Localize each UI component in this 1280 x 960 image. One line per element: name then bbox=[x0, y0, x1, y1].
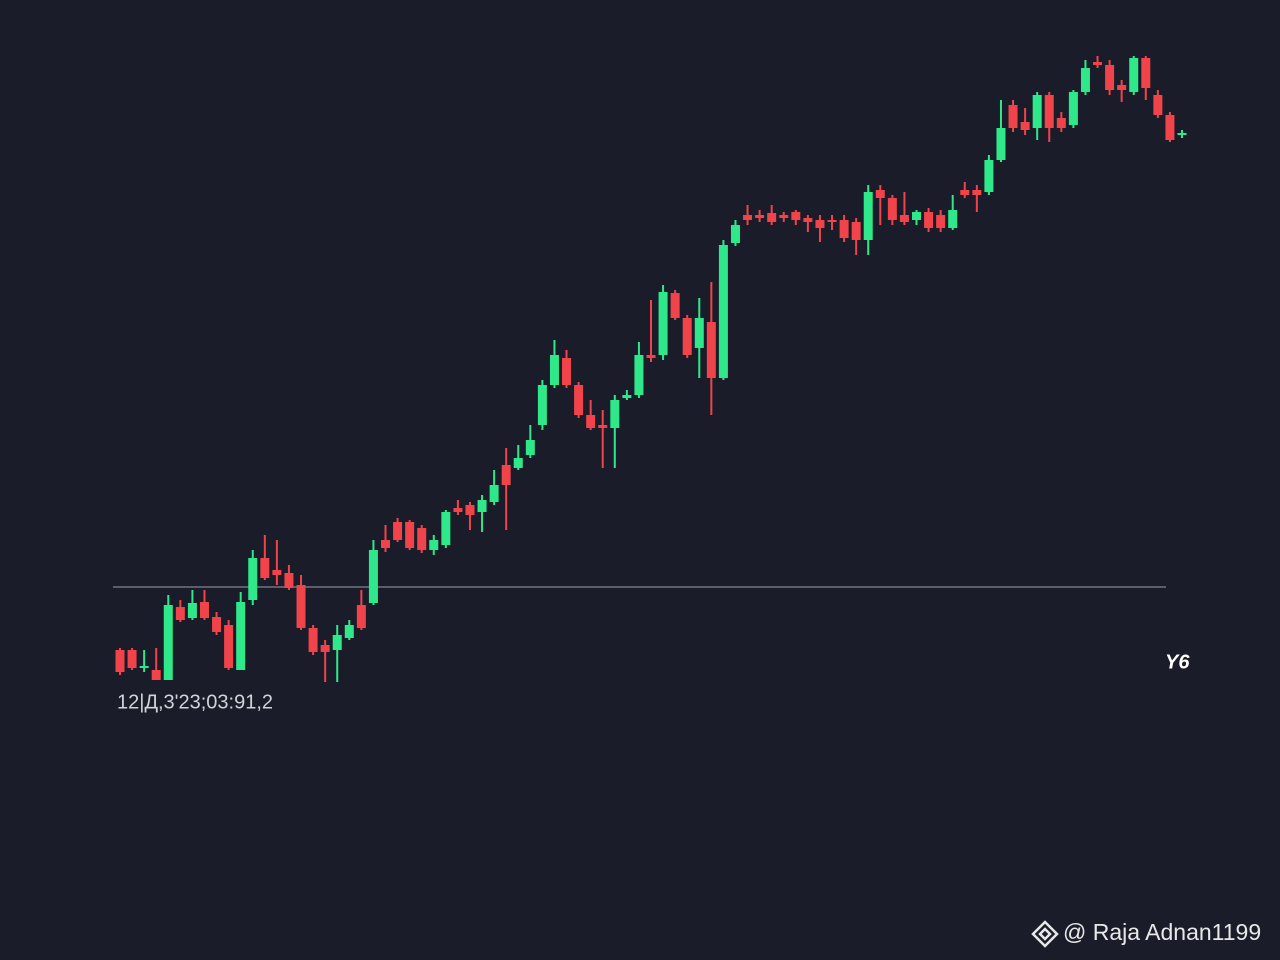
candle-body bbox=[1020, 122, 1030, 130]
candle-body bbox=[1008, 105, 1018, 128]
candle-body bbox=[779, 215, 789, 218]
candle-body bbox=[960, 190, 970, 195]
candle-body bbox=[1056, 118, 1066, 128]
candle-body bbox=[658, 292, 668, 355]
candle-body bbox=[381, 540, 390, 548]
candle-body bbox=[127, 650, 137, 668]
candle-body bbox=[368, 550, 378, 603]
candle-body bbox=[224, 625, 234, 668]
candle-body bbox=[887, 198, 897, 220]
candle-body bbox=[586, 415, 596, 428]
candle-body bbox=[1080, 68, 1090, 92]
candle-body bbox=[151, 670, 161, 680]
candle-body bbox=[1068, 92, 1078, 125]
candle-body bbox=[260, 558, 270, 578]
candle-body bbox=[1141, 58, 1151, 88]
candle-body bbox=[477, 500, 487, 512]
candle-body bbox=[562, 358, 572, 385]
candle-body bbox=[405, 522, 415, 548]
candle-body bbox=[296, 585, 306, 628]
candle-body bbox=[610, 400, 620, 428]
candle-body bbox=[682, 318, 692, 355]
candle-body bbox=[1093, 62, 1103, 65]
candle-body bbox=[622, 395, 632, 398]
candle-body bbox=[827, 220, 837, 222]
candle-body bbox=[163, 605, 173, 680]
candle-body bbox=[839, 220, 849, 238]
candle-body bbox=[1044, 95, 1054, 128]
candle-body bbox=[501, 465, 511, 485]
candle-body bbox=[948, 210, 958, 228]
candle-body bbox=[199, 602, 209, 618]
candle-body bbox=[743, 215, 753, 220]
candle-body bbox=[453, 508, 463, 512]
candle-body bbox=[767, 213, 777, 222]
candle-body bbox=[730, 225, 740, 243]
candle-body bbox=[574, 385, 584, 415]
candle-body bbox=[236, 602, 246, 670]
candle-body bbox=[755, 215, 765, 218]
watermark-icon bbox=[1031, 920, 1059, 948]
candle-body bbox=[417, 528, 427, 550]
candle-body bbox=[1153, 95, 1163, 115]
candle-body bbox=[670, 293, 680, 318]
candle-body bbox=[537, 385, 547, 425]
candle-body bbox=[115, 650, 125, 672]
candle-body bbox=[936, 215, 946, 228]
candle-body bbox=[393, 522, 403, 540]
candle-body bbox=[344, 625, 354, 638]
candle-body bbox=[972, 190, 982, 195]
candle-body bbox=[912, 212, 921, 220]
candle-body bbox=[175, 607, 185, 620]
candle-body bbox=[332, 635, 342, 650]
candle-body bbox=[996, 128, 1006, 160]
candle-body bbox=[320, 645, 330, 652]
candle-body bbox=[187, 603, 197, 618]
candle-body bbox=[465, 505, 475, 515]
candle-body bbox=[429, 540, 439, 550]
candle-body bbox=[718, 245, 728, 378]
candle-body bbox=[815, 220, 825, 228]
candle-body bbox=[899, 215, 909, 222]
candle-body bbox=[694, 318, 704, 348]
candle-body bbox=[284, 573, 294, 588]
candle-body bbox=[646, 355, 656, 358]
candle-body bbox=[634, 355, 644, 395]
candle-body bbox=[272, 570, 282, 575]
candle-body bbox=[1165, 115, 1175, 140]
candle-body bbox=[308, 628, 318, 652]
watermark: @ Raja Adnan1199 bbox=[1063, 919, 1261, 945]
candle-body bbox=[356, 605, 366, 628]
candle-body bbox=[248, 558, 258, 600]
candle-body bbox=[924, 212, 934, 228]
candle-body bbox=[851, 222, 861, 240]
candle-body bbox=[598, 425, 608, 428]
candle-body bbox=[549, 355, 559, 385]
candle-body bbox=[1177, 133, 1187, 135]
candle-body bbox=[791, 212, 801, 220]
annotation: 12|Д,3'23;03:91,2 bbox=[117, 691, 273, 713]
candle-body bbox=[875, 190, 885, 198]
candle-body bbox=[863, 192, 873, 240]
candle-body bbox=[1105, 65, 1115, 90]
candle-body bbox=[803, 218, 813, 222]
candle-body bbox=[441, 512, 451, 545]
candle-body bbox=[1032, 95, 1042, 128]
candle-body bbox=[513, 458, 523, 468]
candle-body bbox=[1129, 58, 1139, 92]
candle-body bbox=[706, 322, 716, 378]
candle-body bbox=[984, 160, 994, 192]
candle-body bbox=[525, 440, 535, 455]
candle-body bbox=[1117, 85, 1127, 90]
candle-body bbox=[212, 617, 222, 632]
candle-body bbox=[489, 485, 499, 502]
annotation: Y6 bbox=[1165, 651, 1190, 673]
candle-body bbox=[139, 666, 149, 668]
